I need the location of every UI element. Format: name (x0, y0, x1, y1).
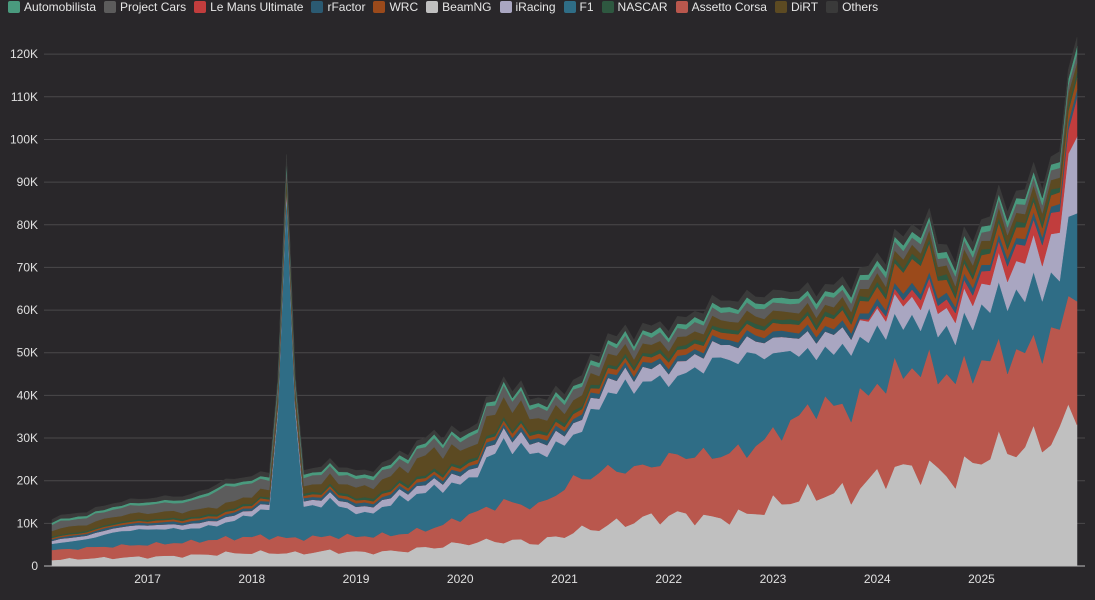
y-tick-label: 70K (17, 260, 38, 274)
legend-label: Le Mans Ultimate (210, 0, 304, 14)
x-tick-label: 2019 (343, 572, 370, 586)
legend-item[interactable]: NASCAR (601, 0, 668, 14)
y-tick-label: 80K (17, 218, 38, 232)
legend-label: Others (842, 0, 879, 14)
legend-item[interactable]: F1 (563, 0, 594, 14)
x-tick-label: 2022 (655, 572, 682, 586)
y-tick-label: 60K (17, 303, 38, 317)
legend-item[interactable]: iRacing (499, 0, 556, 14)
y-tick-label: 10K (17, 516, 38, 530)
legend-swatch (104, 1, 117, 13)
legend-label: NASCAR (617, 0, 668, 14)
legend-label: Project Cars (120, 0, 187, 14)
legend-label: WRC (389, 0, 419, 14)
legend-label: iRacing (515, 0, 556, 14)
legend-item[interactable]: rFactor (311, 0, 365, 14)
legend-label: BeamNG (442, 0, 492, 14)
legend-swatch (373, 1, 386, 13)
area-others (51, 37, 1078, 523)
legend-swatch (426, 1, 439, 13)
legend-item[interactable]: Assetto Corsa (675, 0, 767, 14)
legend-label: rFactor (327, 0, 366, 14)
legend-item[interactable]: BeamNG (426, 0, 492, 14)
legend-item[interactable]: Automobilista (8, 0, 96, 14)
x-tick-label: 2020 (447, 572, 474, 586)
legend: Automobilista Project Cars Le Mans Ultimat… (8, 0, 886, 14)
y-tick-label: 110K (11, 90, 38, 104)
x-tick-label: 2024 (864, 572, 891, 586)
y-tick-label: 50K (17, 346, 38, 360)
legend-item[interactable]: Project Cars (104, 0, 186, 14)
legend-swatch (8, 1, 20, 13)
legend-label: Assetto Corsa (691, 0, 767, 14)
legend-swatch (563, 1, 576, 13)
legend-label: DiRT (790, 0, 819, 14)
y-tick-label: 20K (17, 474, 38, 488)
x-tick-label: 2017 (134, 572, 161, 586)
x-tick-label: 2018 (238, 572, 265, 586)
x-tick-label: 2025 (968, 572, 995, 586)
legend-swatch (499, 1, 512, 13)
y-tick-label: 120K (10, 47, 38, 61)
legend-swatch (194, 1, 207, 13)
y-tick-label: 0 (31, 559, 38, 573)
y-tick-label: 30K (17, 431, 38, 445)
x-tick-label: 2021 (551, 572, 578, 586)
legend-item[interactable]: DiRT (774, 0, 819, 14)
legend-item[interactable]: WRC (373, 0, 418, 14)
y-tick-label: 100K (10, 132, 38, 146)
legend-swatch (601, 1, 614, 13)
x-tick-label: 2023 (760, 572, 787, 586)
legend-swatch (675, 1, 688, 13)
legend-item[interactable]: Others (826, 0, 878, 14)
legend-item[interactable]: Le Mans Ultimate (194, 0, 303, 14)
legend-swatch (311, 1, 324, 13)
legend-label: Automobilista (24, 0, 97, 14)
legend-swatch (826, 1, 839, 13)
legend-swatch (774, 1, 787, 13)
legend-label: F1 (579, 0, 594, 14)
y-tick-label: 40K (17, 388, 38, 402)
y-tick-label: 90K (17, 175, 38, 189)
